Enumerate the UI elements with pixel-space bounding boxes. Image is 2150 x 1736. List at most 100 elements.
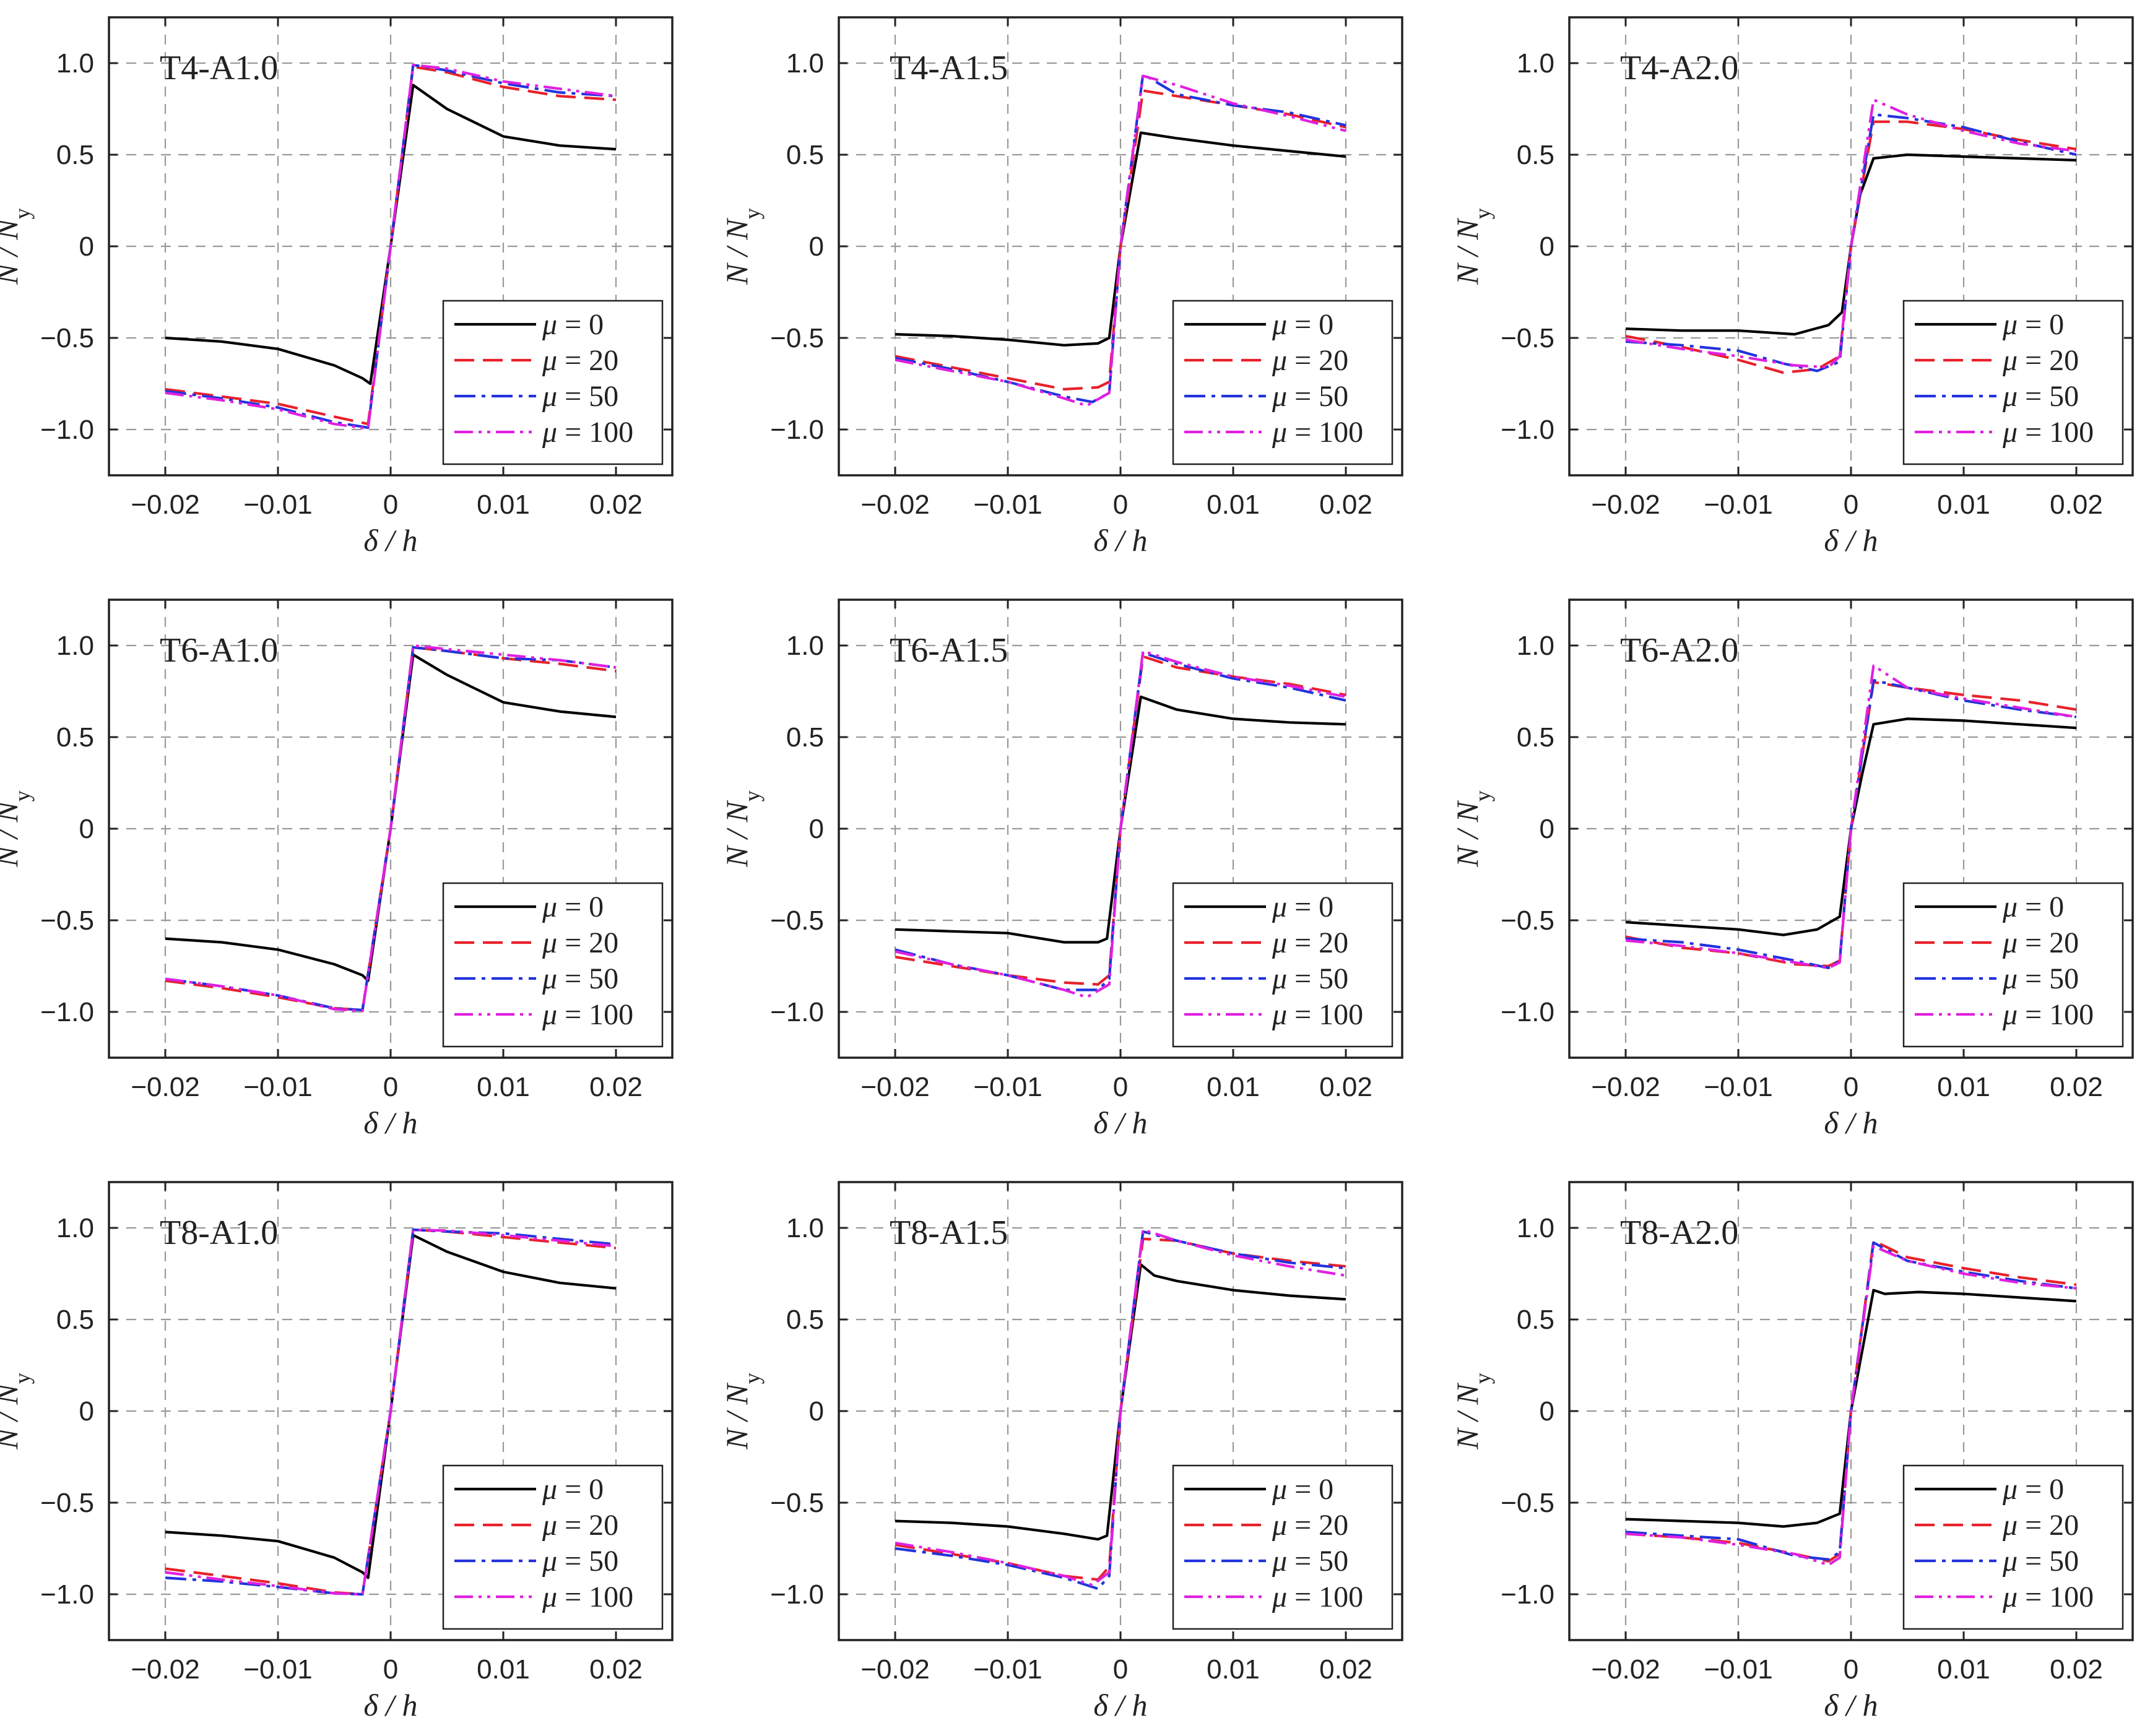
y-axis-title-subscript: y (10, 1373, 35, 1384)
x-tick-label: −0.02 (131, 490, 199, 520)
y-axis-title-subscript: y (740, 790, 765, 801)
legend-value: = 50 (1287, 962, 1348, 995)
panel-T8-A1.0: −0.02 −0.01 0 0.01 0.02 −1.0 −0.5 0 0.5 1.0 T8-A1.… (0, 1181, 674, 1722)
y-tick-label: 0.5 (1517, 722, 1554, 753)
legend-value: = 20 (1287, 344, 1348, 377)
y-axis-title-main: N / N (1450, 1383, 1485, 1450)
x-tick-label: −0.01 (973, 490, 1042, 520)
y-tick-label: 0.5 (786, 1305, 824, 1335)
series-line (165, 84, 617, 386)
plot-frame (108, 16, 674, 477)
legend-value: = 0 (1287, 1473, 1333, 1506)
legend-value: = 50 (557, 380, 618, 413)
y-axis-title-subscript: y (1470, 790, 1495, 801)
series-line (895, 695, 1346, 944)
series-line (165, 63, 617, 430)
legend-symbol: μ (542, 891, 557, 923)
y-axis-title-main: N / N (0, 1383, 24, 1450)
x-tick-label: −0.02 (1591, 490, 1660, 520)
legend-value: = 0 (557, 308, 604, 341)
legend-label: μ = 20 (2002, 926, 2079, 959)
plot-frame (108, 598, 674, 1059)
x-tick-label: 0.02 (2050, 490, 2103, 520)
legend-label: μ = 100 (1272, 998, 1363, 1031)
legend-label: μ = 0 (2002, 891, 2064, 923)
legend-label: μ = 50 (2002, 1545, 2079, 1578)
legend-value: = 50 (557, 962, 618, 995)
legend-value: = 0 (1287, 308, 1333, 341)
panel-T8-A2.0: −0.02 −0.01 0 0.01 0.02 −1.0 −0.5 0 0.5 1.0 T8-A2.… (1450, 1181, 2134, 1722)
panel-T6-A1.0: −0.02 −0.01 0 0.01 0.02 −1.0 −0.5 0 0.5 1.0 T6-A1.… (0, 598, 674, 1140)
series-line (165, 1233, 617, 1579)
legend-label: μ = 0 (542, 891, 604, 923)
x-tick-label: 0 (383, 1072, 398, 1102)
x-tick-label: −0.01 (243, 1072, 312, 1102)
legend-value: = 50 (557, 1545, 618, 1578)
legend-label: μ = 100 (542, 998, 633, 1031)
legend-label: μ = 50 (1272, 962, 1348, 995)
legend-label: μ = 20 (1272, 344, 1348, 377)
legend-label: μ = 50 (542, 962, 618, 995)
legend-symbol: μ (2002, 416, 2018, 449)
legend-symbol: μ (542, 998, 557, 1031)
panel-title: T4-A2.0 (1620, 49, 1738, 87)
x-tick-label: 0.01 (1207, 1072, 1260, 1102)
y-axis-title-main: N / N (1450, 218, 1485, 285)
legend-symbol: μ (1272, 1473, 1287, 1506)
legend: μ = 0μ = 20μ = 50μ = 100 (1902, 1464, 2124, 1630)
y-axis-title-subscript: y (740, 1373, 765, 1384)
y-tick-label: 0.5 (786, 140, 824, 170)
y-axis-title: N / Ny (1450, 208, 1495, 285)
legend-label: μ = 50 (1272, 380, 1348, 413)
legend-value: = 50 (2018, 380, 2079, 413)
y-axis-title: N / Ny (719, 1373, 765, 1450)
legend-label: μ = 100 (2002, 416, 2094, 449)
legend-label: μ = 100 (1272, 416, 1363, 449)
y-tick-label: 0 (809, 1396, 824, 1427)
y-tick-label: −1.0 (40, 415, 94, 445)
series-line (1625, 664, 2077, 970)
y-axis-title-subscript: y (10, 790, 35, 801)
legend-value: = 100 (2018, 416, 2094, 449)
y-tick-label: 0.5 (56, 722, 94, 753)
legend-label: μ = 50 (2002, 380, 2079, 413)
legend-label: μ = 100 (542, 416, 633, 449)
series-line (165, 1228, 617, 1596)
y-tick-label: 0.5 (1517, 140, 1554, 170)
legend-label: μ = 50 (542, 1545, 618, 1578)
plot-frame (838, 1181, 1403, 1641)
legend-value: = 20 (2018, 344, 2079, 377)
legend-symbol: μ (1272, 308, 1287, 341)
x-tick-label: 0 (1844, 490, 1858, 520)
y-axis-title-main: N / N (1450, 800, 1485, 868)
x-axis-title: δ / h (363, 523, 417, 558)
legend-symbol: μ (1272, 1581, 1287, 1613)
legend-symbol: μ (1272, 1545, 1287, 1578)
series-line (165, 644, 617, 1013)
y-tick-label: 1.0 (1517, 48, 1554, 79)
legend: μ = 0μ = 20μ = 50μ = 100 (1172, 300, 1394, 465)
y-tick-label: 0 (809, 231, 824, 262)
legend-value: = 100 (1287, 1581, 1363, 1613)
series-line (895, 74, 1346, 407)
legend-symbol: μ (2002, 380, 2018, 413)
legend-value: = 20 (1287, 926, 1348, 959)
panel-T4-A2.0: −0.02 −0.01 0 0.01 0.02 −1.0 −0.5 0 0.5 1.0 T4-A2.… (1450, 16, 2134, 558)
legend-label: μ = 100 (542, 1581, 633, 1613)
legend-label: μ = 20 (2002, 344, 2079, 377)
legend-label: μ = 20 (542, 926, 618, 959)
x-axis-title: δ / h (363, 1105, 417, 1140)
legend-symbol: μ (2002, 308, 2018, 341)
y-tick-label: 0 (809, 814, 824, 844)
plot-frame (838, 598, 1403, 1059)
legend: μ = 0μ = 20μ = 50μ = 100 (442, 882, 664, 1048)
legend-value: = 100 (557, 416, 633, 449)
x-tick-label: −0.02 (131, 1072, 199, 1102)
y-axis-title: N / Ny (0, 790, 35, 868)
panel-title: T6-A1.5 (890, 631, 1008, 670)
legend-box (1172, 882, 1394, 1048)
x-tick-label: 0.01 (1937, 1654, 1990, 1685)
legend-label: μ = 50 (2002, 962, 2079, 995)
legend-label: μ = 20 (2002, 1509, 2079, 1542)
x-tick-label: 0.02 (1319, 1654, 1372, 1685)
